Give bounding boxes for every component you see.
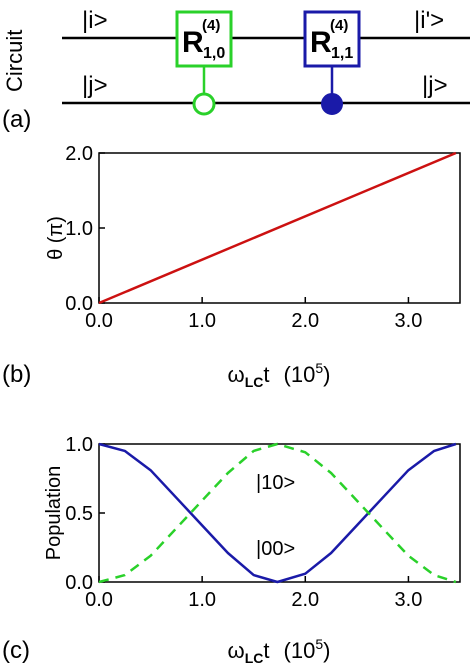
theta-x-axis-label: ωLCt (105) — [228, 360, 331, 390]
population-x-label-exp: 5 — [315, 636, 323, 652]
population-series — [98, 442, 457, 584]
gate-r10-open-control — [192, 92, 216, 116]
circuit-side-label: Circuit — [2, 30, 27, 92]
theta-chart: (b) θ (π) ωLCt (105) 0.0 1.0 2.0 3.0 0.0 1.0 2.… — [2, 143, 461, 390]
series-label-10: |10> — [256, 472, 295, 494]
panel-b-label: (b) — [2, 361, 31, 388]
theta-y-axis-label: θ (π) — [45, 216, 67, 260]
population-y-tick-label: 1.0 — [65, 434, 93, 456]
gate-r11-filled-control — [321, 93, 343, 115]
gate-r10-superscript: (4) — [202, 17, 220, 34]
bottom-output-state: |j> — [422, 72, 448, 99]
population-x-label-sub: LC — [245, 650, 264, 666]
gate-r10-box — [175, 10, 233, 68]
panel-c-label: (c) — [2, 637, 30, 664]
gate-r11-box — [303, 10, 361, 68]
theta-y-tick-label: 1.0 — [65, 218, 93, 240]
theta-x-label-omega: ω — [228, 362, 245, 387]
population-chart: (c) Population ωLCt (105) 0.0 1.0 2.0 3.00.0… — [2, 434, 461, 666]
bottom-input-state: |j> — [82, 72, 108, 99]
theta-y-tick-label: 0.0 — [65, 293, 93, 315]
population-y-tick-label: 0.0 — [65, 572, 93, 594]
theta-x-tick-label: 2.0 — [291, 310, 319, 332]
svg-text:ωLCt(105): ωLCt (105) — [228, 636, 331, 666]
theta-x-label-unit-open: (10 — [284, 362, 316, 387]
gate-r10: R (4) 1,0 — [175, 10, 233, 116]
theta-series — [98, 151, 457, 305]
gate-r11: R (4) 1,1 — [303, 10, 361, 115]
population-series-line-1 — [98, 442, 457, 584]
population-y-axis-label: Population — [43, 466, 65, 561]
population-x-tick-label: 0.0 — [85, 589, 113, 611]
theta-series-line-0 — [98, 151, 457, 305]
top-input-state: |i> — [82, 7, 108, 34]
theta-y-tick-label: 2.0 — [65, 143, 93, 165]
population-plot-frame — [98, 443, 461, 583]
theta-ticks: 0.0 1.0 2.0 3.0 0.0 1.0 2.0 — [65, 143, 422, 332]
theta-x-label-sub: LC — [245, 374, 264, 390]
gate-r10-symbol: R — [182, 26, 204, 59]
population-x-label-unit-close: ) — [323, 638, 330, 663]
theta-x-tick-label: 0.0 — [85, 310, 113, 332]
theta-x-label-unit-close: ) — [323, 362, 330, 387]
top-output-state: |i'> — [414, 7, 444, 34]
theta-x-tick-label: 3.0 — [395, 310, 423, 332]
gate-r10-subscript: 1,0 — [203, 45, 225, 62]
population-x-label-unit-open: (10 — [284, 638, 316, 663]
population-x-axis-label: ωLCt (105) — [228, 636, 331, 666]
svg-text:ωLCt(105): ωLCt (105) — [228, 360, 331, 390]
theta-x-tick-label: 1.0 — [188, 310, 216, 332]
population-x-label-omega: ω — [228, 638, 245, 663]
population-x-tick-label: 2.0 — [291, 589, 319, 611]
gate-r11-superscript: (4) — [330, 17, 348, 34]
population-ticks: 0.0 1.0 2.0 3.0 0.0 0.5 1.0 — [65, 434, 422, 611]
theta-x-label-t: t — [263, 362, 269, 387]
gate-r11-subscript: 1,1 — [331, 45, 353, 62]
population-series-line-0 — [98, 442, 457, 584]
population-x-tick-label: 1.0 — [188, 589, 216, 611]
population-y-tick-label: 0.5 — [65, 503, 93, 525]
population-x-tick-label: 3.0 — [395, 589, 423, 611]
series-label-00: |00> — [256, 538, 295, 560]
gate-r11-symbol: R — [310, 26, 332, 59]
theta-x-label-exp: 5 — [315, 360, 323, 376]
circuit-panel: Circuit (a) |i> |j> |i'> |j> R (4) 1,0 R… — [2, 7, 470, 133]
population-x-label-t: t — [263, 638, 269, 663]
panel-a-label: (a) — [2, 106, 31, 133]
